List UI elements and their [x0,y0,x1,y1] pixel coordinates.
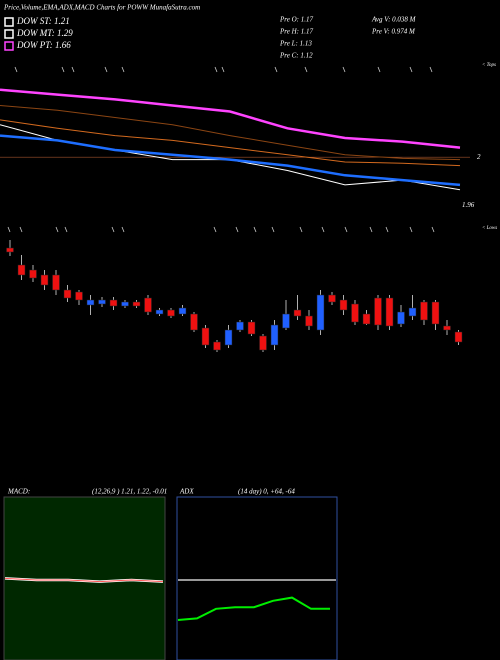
marker [221,66,225,73]
candle-body [224,329,233,346]
annotation: < Tops [482,63,496,68]
candle-body [75,291,83,301]
candle-body [178,307,187,315]
info-text: Pre V: 0.974 M [371,28,416,36]
candle-body [247,321,256,335]
candle-body [385,297,394,327]
candle-body [40,274,49,286]
candle-body [86,299,95,306]
marker [274,66,278,73]
panel-label: MACD: [7,488,30,496]
marker [14,66,18,73]
candle-body [17,264,26,276]
candle-body [454,331,463,343]
candle-body [109,299,118,307]
candle-body [351,303,359,323]
adx-panel [176,496,338,660]
marker [121,226,125,233]
marker [253,226,257,233]
candle-body [167,309,175,317]
panel-params: (14 day) 0, +64, -64 [238,488,295,496]
legend-label: DOW PT: 1.66 [16,40,71,50]
marker [214,66,218,73]
annotation: < Lows [482,226,497,231]
marker [429,66,433,73]
marker [121,66,125,73]
adx-line [177,596,330,621]
marker [271,226,275,233]
candle-body [305,315,313,327]
candle-body [431,301,440,325]
candle-body [98,299,106,305]
ema-line [0,88,461,149]
marker [344,226,348,233]
candle-body [339,299,348,311]
marker [7,226,11,233]
y-tick-label: 2 [477,153,481,161]
candle-body [63,289,72,299]
legend-label: DOW ST: 1.21 [16,16,70,26]
marker [104,66,108,73]
legend-label: DOW MT: 1.29 [16,28,73,38]
marker [431,226,435,233]
candle-body [282,313,290,329]
candle-body [6,247,14,253]
y-tick-label: 1.96 [462,201,475,209]
candle-body [408,307,417,317]
marker [385,226,389,233]
panel-params: (12,26,9 ) 1.21, 1.22, -0.01 [92,488,167,496]
ema-line [0,105,461,161]
marker [299,226,303,233]
candle-body [328,294,336,303]
candle-body [144,297,152,313]
marker [71,66,75,73]
info-text: Pre O: 1.17 [279,16,313,24]
ema-line [0,119,461,167]
legend-swatch [4,41,14,51]
candle-body [316,294,325,331]
panel-label: ADX [179,488,194,496]
marker [55,226,59,233]
candle-body [52,274,60,291]
candle-body [420,301,428,321]
info-text: Pre C: 1.12 [279,52,313,60]
marker [304,66,308,73]
candle-body [259,335,267,351]
candle-body [236,321,244,331]
candle-body [397,311,405,325]
marker [213,226,217,233]
candle-body [132,301,141,307]
candle-body [443,325,451,331]
candle-body [155,309,164,315]
candle-body [270,324,279,346]
candle-body [293,309,302,317]
ema-line [0,134,461,187]
macd-line [4,577,164,583]
marker [61,66,65,73]
marker [409,226,413,233]
candle-body [213,341,221,351]
candle-body [362,313,371,325]
candle-body [374,297,382,326]
legend-swatch [4,29,14,39]
marker [409,66,413,73]
marker [377,66,381,73]
marker [111,226,115,233]
title: Price,Volume,EMA,ADX,MACD Charts for POW… [3,4,200,12]
info-text: Pre L: 1.13 [279,40,312,48]
candle-body [29,269,37,279]
marker [19,226,23,233]
marker [321,226,325,233]
marker [64,226,68,233]
legend-swatch [4,17,14,27]
candle-body [190,313,198,331]
marker [235,226,239,233]
candle-body [121,301,129,307]
candle-body [201,327,210,346]
info-text: Pre H: 1.17 [279,28,313,36]
info-text: Avg V: 0.038 M [371,16,417,24]
marker [369,226,373,233]
marker [342,66,346,73]
